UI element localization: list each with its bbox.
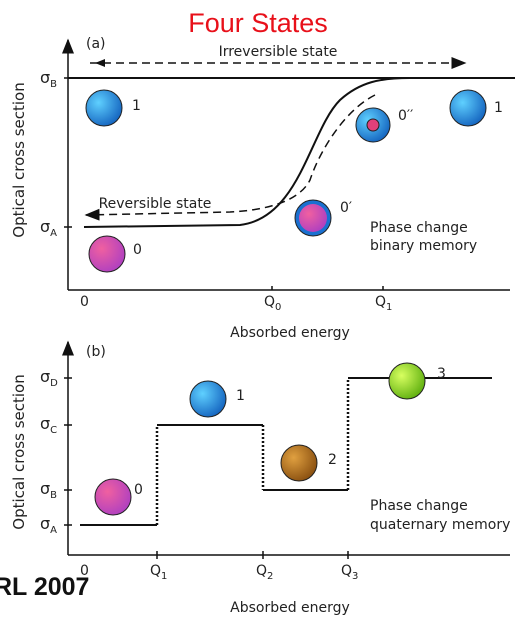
footer: RL 2007 bbox=[0, 573, 89, 601]
tick-sub: 1 bbox=[161, 571, 167, 582]
note: quaternary memory bbox=[370, 517, 510, 533]
state-label: 1 bbox=[132, 98, 141, 114]
tick-symbol: σ bbox=[40, 479, 50, 498]
state-label: 1 bbox=[236, 388, 245, 404]
tick-symbol: σ bbox=[40, 514, 50, 533]
panel-label: (a) bbox=[86, 36, 106, 52]
tick-symbol: 0 bbox=[80, 294, 89, 310]
note: Phase change bbox=[370, 220, 468, 236]
state-ball bbox=[94, 478, 132, 516]
tick-sub: 3 bbox=[352, 571, 358, 582]
tick-symbol: Q bbox=[341, 563, 352, 579]
state-label: 3 bbox=[437, 366, 446, 382]
tick-symbol: Q bbox=[375, 294, 386, 310]
tick-symbol: Q bbox=[150, 563, 161, 579]
state-ball bbox=[388, 362, 426, 400]
y-label: Optical cross section bbox=[10, 82, 28, 237]
x-tick: Q2 bbox=[256, 563, 273, 582]
tick-symbol: σ bbox=[40, 414, 50, 433]
tick-sub: A bbox=[50, 228, 57, 239]
panel-b: (b) Optical cross section Absorbed energ… bbox=[10, 340, 510, 616]
tick-sub: 2 bbox=[267, 571, 273, 582]
tick-sub: B bbox=[50, 79, 57, 90]
state-label: 2 bbox=[328, 452, 337, 468]
x-tick: Q1 bbox=[150, 563, 167, 582]
x-tick: Q1 bbox=[375, 294, 392, 313]
tick-sub: A bbox=[50, 525, 57, 536]
arrow-label: Reversible state bbox=[99, 196, 212, 212]
x-label: Absorbed energy bbox=[230, 600, 350, 616]
x-tick: Q0 bbox=[264, 294, 281, 313]
x-tick: Q3 bbox=[341, 563, 358, 582]
reversible-arrow bbox=[84, 94, 376, 221]
tick-symbol: Q bbox=[256, 563, 267, 579]
state-ball bbox=[85, 89, 123, 127]
y-label: Optical cross section bbox=[10, 374, 28, 529]
tick-sub: C bbox=[50, 425, 57, 436]
tick-sub: B bbox=[50, 490, 57, 501]
y-tick: σA bbox=[40, 217, 57, 239]
y-tick: σC bbox=[40, 414, 57, 436]
tick-symbol: σ bbox=[40, 68, 50, 87]
curve bbox=[83, 77, 411, 228]
state-label: 0 bbox=[134, 482, 143, 498]
state-label: 0′ bbox=[340, 200, 352, 216]
note: binary memory bbox=[370, 238, 477, 254]
arrow-head bbox=[95, 59, 105, 67]
state-ball bbox=[88, 235, 126, 273]
y-tick: σB bbox=[40, 479, 57, 501]
tick-symbol: σ bbox=[40, 217, 50, 236]
panel-label: (b) bbox=[86, 344, 106, 360]
state-label: 0′′ bbox=[398, 108, 413, 124]
state-label: 0 bbox=[133, 242, 142, 258]
state-ball bbox=[189, 380, 227, 418]
y-tick: σB bbox=[40, 68, 57, 90]
tick-sub: D bbox=[50, 378, 58, 389]
tick-symbol: Q bbox=[264, 294, 275, 310]
state-ball bbox=[280, 444, 318, 482]
tick-symbol: σ bbox=[40, 367, 50, 386]
title: Four States bbox=[188, 8, 328, 38]
panel-a: (a) Optical cross section Absorbed energ… bbox=[10, 36, 515, 341]
note: Phase change bbox=[370, 498, 468, 514]
tick-sub: 1 bbox=[386, 302, 392, 313]
state-core bbox=[366, 118, 380, 132]
x-tick: 0 bbox=[80, 563, 89, 579]
level-steps bbox=[80, 377, 492, 526]
state-core bbox=[299, 204, 327, 232]
transitions bbox=[155, 378, 350, 525]
arrow-label: Irreversible state bbox=[219, 44, 338, 60]
y-tick: σA bbox=[40, 514, 57, 536]
x-tick: 0 bbox=[80, 294, 89, 310]
tick-symbol: 0 bbox=[80, 563, 89, 579]
y-tick: σD bbox=[40, 367, 58, 389]
tick-sub: 0 bbox=[275, 302, 281, 313]
state-ball bbox=[449, 89, 487, 127]
state-label: 1 bbox=[494, 100, 503, 116]
x-label: Absorbed energy bbox=[230, 325, 350, 341]
